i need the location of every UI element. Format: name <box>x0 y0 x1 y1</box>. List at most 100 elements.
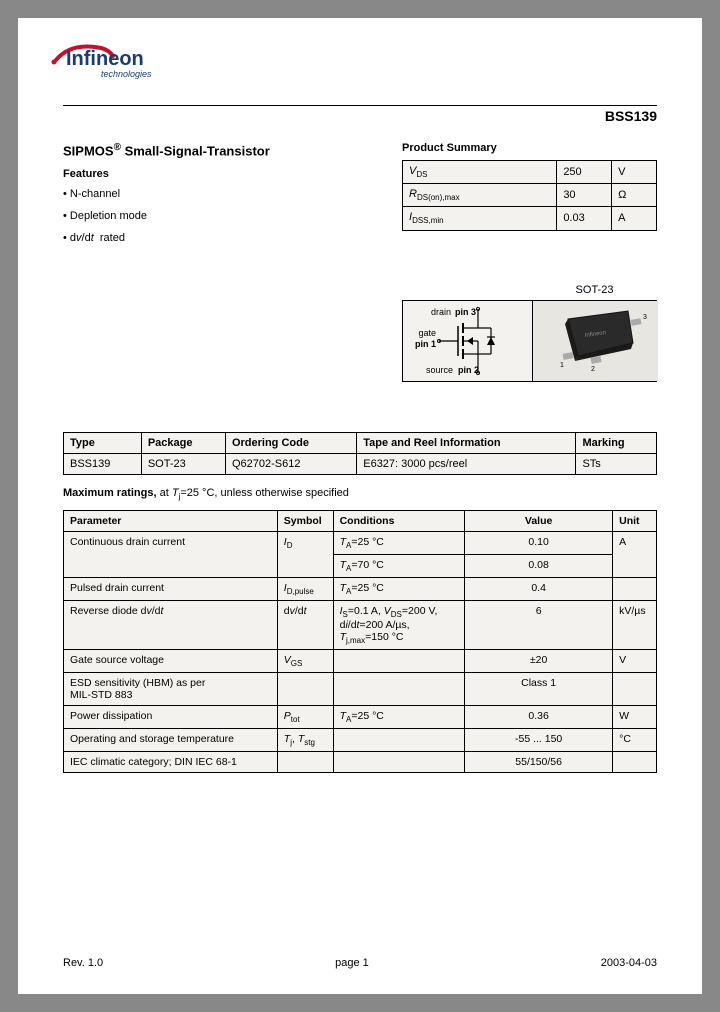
summary-row: RDS(on),max 30 Ω <box>403 184 657 207</box>
unit-cell: V <box>613 649 657 672</box>
svg-text:2: 2 <box>591 366 595 373</box>
value-cell: 0.10 <box>465 531 613 554</box>
summary-unit: A <box>612 207 657 230</box>
ratings-row: Continuous drain current ID TA=25 °C 0.1… <box>64 531 657 554</box>
param-cell: ESD sensitivity (HBM) as perMIL-STD 883 <box>64 673 278 706</box>
summary-param: RDS(on),max <box>403 184 557 207</box>
package-photo: 1 2 3 Infineon <box>533 301 658 381</box>
title-suffix: Small-Signal-Transistor <box>121 143 270 158</box>
ratings-header-row: Parameter Symbol Conditions Value Unit <box>64 510 657 531</box>
cond-cell: IS=0.1 A, VDS=200 V,di/dt=200 A/µs,Tj,ma… <box>333 600 465 649</box>
unit-cell <box>613 577 657 600</box>
value-cell: ±20 <box>465 649 613 672</box>
svg-text:3: 3 <box>643 314 647 321</box>
value-cell: 0.36 <box>465 706 613 729</box>
svg-text:pin 2: pin 2 <box>458 365 479 375</box>
type-cell: SOT-23 <box>141 454 225 475</box>
footer-date: 2003-04-03 <box>601 957 657 969</box>
package-section: SOT-23 drain pin 3 gate pin 1 source pin… <box>63 284 657 382</box>
type-data-row: BSS139 SOT-23 Q62702-S612 E6327: 3000 pc… <box>64 454 657 475</box>
logo-main-text: Infineon <box>66 48 246 71</box>
value-cell: 0.08 <box>465 554 613 577</box>
ratings-header: Unit <box>613 510 657 531</box>
product-summary-table: VDS 250 V RDS(on),max 30 Ω IDSS,min 0.03… <box>402 160 657 231</box>
part-number: BSS139 <box>63 108 657 124</box>
cond-cell: TA=70 °C <box>333 554 465 577</box>
package-label: SOT-23 <box>402 284 657 296</box>
param-cell: Operating and storage temperature <box>64 729 278 752</box>
ratings-row: Reverse diode dv/dt dv/dt IS=0.1 A, VDS=… <box>64 600 657 649</box>
param-cell: Reverse diode dv/dt <box>64 600 278 649</box>
svg-text:source: source <box>426 365 453 375</box>
type-header: Marking <box>576 433 657 454</box>
package-schematic: drain pin 3 gate pin 1 source pin 2 <box>403 301 533 381</box>
summary-value: 30 <box>557 184 612 207</box>
left-column: SIPMOS® Small-Signal-Transistor Features… <box>63 142 343 254</box>
value-cell: Class 1 <box>465 673 613 706</box>
top-section: SIPMOS® Small-Signal-Transistor Features… <box>63 142 657 254</box>
package-container: drain pin 3 gate pin 1 source pin 2 <box>402 300 657 382</box>
type-header: Ordering Code <box>225 433 356 454</box>
value-cell: -55 ... 150 <box>465 729 613 752</box>
type-table: Type Package Ordering Code Tape and Reel… <box>63 432 657 475</box>
feature-item: • N-channel <box>63 188 343 200</box>
footer-revision: Rev. 1.0 <box>63 957 103 969</box>
package-box: SOT-23 drain pin 3 gate pin 1 source pin… <box>402 284 657 382</box>
cond-cell: TA=25 °C <box>333 577 465 600</box>
unit-cell: W <box>613 706 657 729</box>
company-logo: Infineon technologies <box>66 48 246 79</box>
mosfet-symbol-icon: drain pin 3 gate pin 1 source pin 2 <box>403 301 533 381</box>
symbol-cell: Ptot <box>277 706 333 729</box>
sot23-package-icon: 1 2 3 Infineon <box>533 301 658 381</box>
summary-heading: Product Summary <box>402 142 657 154</box>
features-heading: Features <box>63 168 343 180</box>
symbol-cell <box>277 673 333 706</box>
page-footer: Rev. 1.0 page 1 2003-04-03 <box>63 957 657 969</box>
ratings-header: Conditions <box>333 510 465 531</box>
svg-text:pin 3: pin 3 <box>455 307 476 317</box>
symbol-cell: Tj, Tstg <box>277 729 333 752</box>
right-column: Product Summary VDS 250 V RDS(on),max 30… <box>402 142 657 254</box>
symbol-cell: ID,pulse <box>277 577 333 600</box>
symbol-cell: VGS <box>277 649 333 672</box>
unit-cell: °C <box>613 729 657 752</box>
summary-value: 0.03 <box>557 207 612 230</box>
symbol-cell: dv/dt <box>277 600 333 649</box>
feature-item: • Depletion mode <box>63 210 343 222</box>
param-cell: IEC climatic category; DIN IEC 68-1 <box>64 752 278 773</box>
ratings-row: Pulsed drain current ID,pulse TA=25 °C 0… <box>64 577 657 600</box>
unit-cell <box>613 752 657 773</box>
summary-value: 250 <box>557 161 612 184</box>
ratings-header: Symbol <box>277 510 333 531</box>
type-cell: E6327: 3000 pcs/reel <box>357 454 576 475</box>
datasheet-page: Infineon technologies BSS139 SIPMOS® Sma… <box>18 18 702 994</box>
symbol-cell <box>277 752 333 773</box>
type-header-row: Type Package Ordering Code Tape and Reel… <box>64 433 657 454</box>
ratings-heading: Maximum ratings, at Tj=25 °C, unless oth… <box>63 487 657 501</box>
param-cell: Power dissipation <box>64 706 278 729</box>
summary-param: IDSS,min <box>403 207 557 230</box>
cond-cell <box>333 649 465 672</box>
unit-cell: kV/µs <box>613 600 657 649</box>
type-header: Type <box>64 433 142 454</box>
type-cell: Q62702-S612 <box>225 454 356 475</box>
svg-text:1: 1 <box>560 362 564 369</box>
summary-param: VDS <box>403 161 557 184</box>
type-header: Package <box>141 433 225 454</box>
type-cell: STs <box>576 454 657 475</box>
summary-unit: V <box>612 161 657 184</box>
ratings-row: Power dissipation Ptot TA=25 °C 0.36 W <box>64 706 657 729</box>
title-prefix: SIPMOS <box>63 143 114 158</box>
unit-cell <box>613 673 657 706</box>
product-title: SIPMOS® Small-Signal-Transistor <box>63 142 343 158</box>
ratings-row: Operating and storage temperature Tj, Ts… <box>64 729 657 752</box>
cond-cell: TA=25 °C <box>333 706 465 729</box>
cond-cell <box>333 673 465 706</box>
param-cell: Pulsed drain current <box>64 577 278 600</box>
svg-text:pin 1: pin 1 <box>415 339 436 349</box>
value-cell: 55/150/56 <box>465 752 613 773</box>
summary-unit: Ω <box>612 184 657 207</box>
summary-row: VDS 250 V <box>403 161 657 184</box>
footer-page: page 1 <box>335 957 369 969</box>
value-cell: 6 <box>465 600 613 649</box>
